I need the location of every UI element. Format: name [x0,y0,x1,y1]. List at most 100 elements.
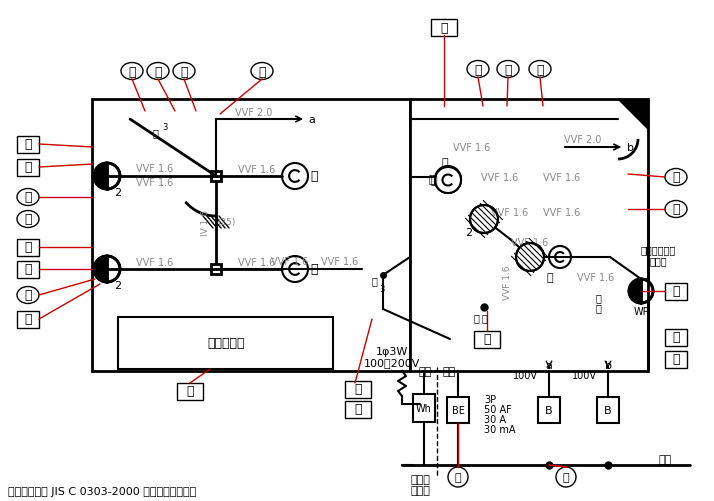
Text: B: B [545,405,553,415]
Text: IV 1.6: IV 1.6 [201,209,211,235]
Text: イ: イ [311,170,318,183]
Text: 2: 2 [114,281,121,291]
Text: 関: 関 [595,303,601,313]
Text: イ: イ [152,128,158,138]
Circle shape [435,168,461,193]
Text: 30 mA: 30 mA [484,424,516,434]
Text: め: め [354,383,362,396]
Text: 2: 2 [114,188,121,197]
Bar [474,331,500,348]
Circle shape [435,168,461,193]
Text: VVF 1.6: VVF 1.6 [503,265,513,300]
Bar [118,317,333,369]
Text: 3: 3 [162,122,168,131]
Bar [92,100,410,371]
Bar [211,265,221,275]
Text: B: B [604,405,612,415]
Text: 2: 2 [466,227,473,237]
Text: 屋内: 屋内 [443,366,456,376]
Text: ロ: ロ [431,176,437,186]
Ellipse shape [665,169,687,186]
Bar [211,172,221,182]
Text: VVF 1.6: VVF 1.6 [136,258,174,268]
Text: あ: あ [673,331,680,344]
Text: と: と [24,241,31,254]
Wedge shape [107,257,120,283]
Ellipse shape [17,189,39,206]
Text: テ　ラ　ス: テ ラ ス [207,337,245,350]
Text: お: お [536,63,544,76]
Circle shape [549,246,571,269]
Polygon shape [618,100,648,130]
Text: せ: せ [563,472,569,482]
Text: ロ: ロ [442,158,448,168]
Text: れ: れ [673,353,680,366]
Circle shape [516,243,544,272]
Text: a: a [308,115,316,125]
Ellipse shape [251,63,273,80]
Bar [665,351,687,368]
Text: ち: ち [673,171,680,184]
Text: WP: WP [633,307,649,316]
Ellipse shape [147,63,169,80]
Text: イ: イ [311,263,318,276]
Circle shape [435,167,461,192]
Bar [410,100,648,371]
Text: む: む [441,22,448,35]
Text: ゆ: ゆ [129,65,136,78]
Text: メタルラス壁: メタルラス壁 [640,244,675,255]
Ellipse shape [467,62,489,78]
Bar [538,397,560,423]
Text: Wh: Wh [416,403,432,413]
Bar [413,394,435,422]
Text: 100／200V: 100／200V [364,357,420,367]
Bar [345,401,371,418]
Bar [177,383,203,400]
Ellipse shape [121,63,143,80]
Text: 屋外: 屋外 [418,366,432,376]
Text: VVF 1.6: VVF 1.6 [481,173,518,183]
Bar [17,311,39,328]
Text: つ: つ [258,65,266,78]
Text: b: b [626,143,633,153]
Text: VVF 1.6: VVF 1.6 [238,165,276,175]
Text: VVF 1.6: VVF 1.6 [578,273,615,283]
Text: BE: BE [451,405,464,415]
Text: け: け [24,213,31,226]
Text: 100V: 100V [513,370,538,380]
Circle shape [282,257,308,283]
Text: す: す [455,472,461,482]
Text: を: を [673,285,680,298]
Text: VVF 1.6: VVF 1.6 [491,207,528,217]
Text: い: い [24,191,31,204]
Text: VVF 2.0: VVF 2.0 [564,135,602,145]
Text: VVF 1.6: VVF 1.6 [321,257,358,267]
Wedge shape [629,280,641,304]
Text: イ: イ [371,276,377,286]
Text: み: み [24,138,31,151]
Wedge shape [94,257,107,283]
Text: 30 A: 30 A [484,414,506,424]
Ellipse shape [497,62,519,78]
Ellipse shape [17,287,39,304]
Text: も: も [354,403,362,416]
Text: 分電盤: 分電盤 [410,474,430,484]
Text: 3: 3 [379,285,385,294]
Text: え: え [504,63,512,76]
Wedge shape [94,164,107,189]
Text: 省略: 省略 [658,454,672,464]
Text: 結線図: 結線図 [410,485,430,495]
Text: や: や [474,63,482,76]
Text: 3P: 3P [484,394,496,404]
Text: VVF 1.6: VVF 1.6 [453,143,491,153]
Text: b: b [605,360,611,370]
Wedge shape [107,164,120,189]
Text: か: か [154,65,162,78]
Bar [431,20,457,37]
Text: た: た [24,313,31,326]
Circle shape [556,467,576,487]
Text: わ: わ [673,203,680,216]
Text: VVF 2.0: VVF 2.0 [236,108,273,118]
Text: VVF 1.6: VVF 1.6 [238,258,276,268]
Text: VVF 1.6: VVF 1.6 [136,164,174,174]
